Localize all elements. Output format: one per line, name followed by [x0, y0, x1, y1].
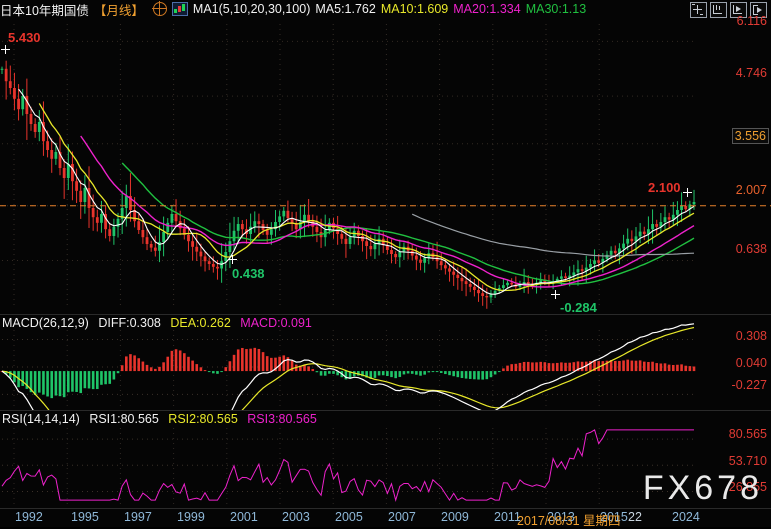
- x-axis-label-2011: 2011: [494, 510, 521, 524]
- divider-rsi: [0, 410, 771, 411]
- rsi-y-label-1: 53.710: [728, 454, 767, 468]
- y-label-1: 4.746: [735, 66, 767, 80]
- candlestick-icon[interactable]: [171, 2, 188, 16]
- macd-y-label-0: 0.308: [735, 329, 767, 343]
- annotation-high: 5.430: [8, 30, 41, 45]
- macd-svg: [0, 323, 696, 410]
- x-axis-crosshair-date: 2017/08/31 星期四: [517, 514, 621, 528]
- x-axis-label-2001: 2001: [230, 510, 258, 524]
- x-axis-label-1995: 1995: [71, 510, 99, 524]
- chart-header: 日本10年期国债 【月线】 MA1(5,10,20,30,100) MA5:1.…: [0, 0, 771, 18]
- marker-last-cross: [683, 188, 692, 197]
- macd-macd-value: MACD:0.091: [240, 316, 312, 330]
- ma20-value: MA20:1.334: [453, 2, 521, 16]
- x-axis-label-2003: 2003: [282, 510, 310, 524]
- x-axis-label-2015: 2015: [600, 510, 628, 524]
- annotation-low-mid: 0.438: [232, 266, 265, 281]
- ma30-value: MA30:1.13: [525, 2, 587, 16]
- x-axis-label-2013: 2013: [547, 510, 575, 524]
- rsi3-value: RSI3:80.565: [247, 412, 317, 426]
- crosshair-circle-icon[interactable]: [151, 1, 167, 16]
- rsi-y-label-0: 80.565: [728, 427, 767, 441]
- macd-dea-value: DEA:0.262: [170, 316, 231, 330]
- annotation-low-right: -0.284: [560, 300, 597, 315]
- marker-low-mid-cross: [228, 255, 237, 264]
- macd-title[interactable]: MACD(26,12,9): [2, 316, 89, 330]
- divider-macd: [0, 314, 771, 315]
- symbol-name[interactable]: 日本10年期国债: [0, 3, 89, 18]
- annotation-last-high: 2.100: [648, 180, 681, 195]
- x-axis-label-2009: 2009: [441, 510, 469, 524]
- zoom-in-tool-icon[interactable]: [710, 2, 727, 18]
- y-label-0: 6.116: [736, 14, 767, 28]
- x-axis[interactable]: 1992 1995 1997 1999 2001 2003 2005 2007 2009 2011…: [0, 508, 771, 528]
- macd-panel[interactable]: MACD(26,12,9) DIFF:0.308 DEA:0.262 MACD:…: [0, 316, 771, 410]
- x-axis-label-1999: 1999: [177, 510, 205, 524]
- macd-y-label-2: -0.227: [731, 378, 767, 392]
- ma5-value: MA5:1.762: [315, 2, 376, 16]
- x-axis-label-2024: 2024: [672, 510, 700, 524]
- macd-header: MACD(26,12,9) DIFF:0.308 DEA:0.262 MACD:…: [2, 316, 318, 330]
- x-axis-label-2007: 2007: [388, 510, 416, 524]
- x-axis-label-2005: 2005: [335, 510, 363, 524]
- price-svg: [0, 24, 771, 309]
- macd-y-label-1: 0.040: [735, 356, 767, 370]
- x-axis-crosshair-count: 22: [628, 510, 642, 524]
- rsi-svg: [1, 428, 696, 504]
- ma-settings-label[interactable]: MA1(5,10,20,30,100): [192, 2, 311, 16]
- x-axis-label-1997: 1997: [124, 510, 152, 524]
- chart-toolbar: [690, 2, 767, 18]
- rsi-panel[interactable]: RSI(14,14,14) RSI1:80.565 RSI2:80.565 RS…: [0, 412, 771, 508]
- zoom-out-tool-icon[interactable]: [730, 2, 747, 18]
- y-label-current: 2.007: [735, 183, 767, 197]
- macd-plot[interactable]: [0, 316, 771, 410]
- marker-high-cross: [1, 45, 10, 54]
- y-label-4: 0.638: [735, 242, 767, 256]
- marker-low-right-cross: [551, 290, 560, 299]
- rsi-plot[interactable]: [0, 412, 771, 508]
- x-axis-label-1992: 1992: [15, 510, 43, 524]
- watermark: FX678: [642, 469, 763, 507]
- rsi-y-label-2: 26.855: [728, 480, 767, 494]
- rsi-title[interactable]: RSI(14,14,14): [2, 412, 80, 426]
- period-label[interactable]: 【月线】: [93, 3, 144, 18]
- macd-diff-value: DIFF:0.308: [98, 316, 161, 330]
- rsi-header: RSI(14,14,14) RSI1:80.565 RSI2:80.565 RS…: [2, 412, 323, 426]
- price-panel[interactable]: 6.116 4.746 3.556 2.007 0.638 5.430 0.43…: [0, 14, 771, 315]
- price-plot[interactable]: [0, 18, 771, 314]
- rsi1-value: RSI1:80.565: [89, 412, 159, 426]
- ma10-value: MA10:1.609: [380, 2, 449, 16]
- export-tool-icon[interactable]: [750, 2, 767, 18]
- crosshair-tool-icon[interactable]: [690, 2, 707, 18]
- y-label-2: 3.556: [731, 128, 769, 144]
- rsi2-value: RSI2:80.565: [168, 412, 238, 426]
